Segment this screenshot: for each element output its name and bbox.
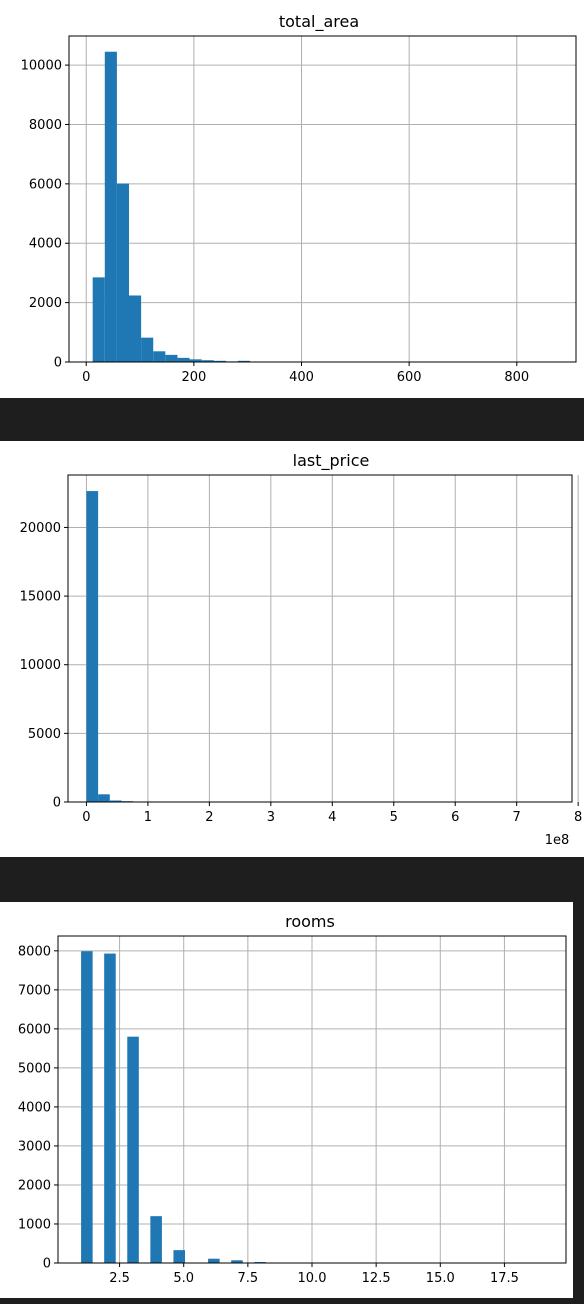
histogram-panel-total-area: total_area 0 200 400 600 800 0 2000 4000 6000 800… xyxy=(0,0,584,398)
histogram-bar xyxy=(173,1250,185,1263)
y-tick-label: 8000 xyxy=(29,118,62,133)
y-tick-label: 2000 xyxy=(18,1178,51,1193)
axis-offset-label: 1e8 xyxy=(545,833,570,848)
axes-frame xyxy=(68,35,577,363)
histogram-bar xyxy=(201,360,214,362)
x-tick-label: 1 xyxy=(144,810,152,825)
x-tick-label: 8 xyxy=(574,810,582,825)
x-tick-label: 12.5 xyxy=(362,1271,391,1286)
histogram-bar xyxy=(150,1216,162,1263)
y-tick-label: 4000 xyxy=(18,1100,51,1115)
histogram-bar xyxy=(116,183,130,362)
axes-frame xyxy=(67,474,573,803)
histogram-bar xyxy=(208,1258,220,1263)
histogram-bar xyxy=(98,794,110,802)
x-tick-label: 10.0 xyxy=(298,1271,327,1286)
y-tick-label: 6000 xyxy=(18,1022,51,1037)
histogram-last-price: last_price 1e8 0 1 2 3 4 5 6 7 8 0 5000 10000 15000 2… xyxy=(20,451,583,848)
x-tick-label: 800 xyxy=(504,370,529,385)
histogram-panel-rooms: rooms 2.5 5.0 7.5 10.0 12.5 15.0 17.5 0 1000 2000… xyxy=(0,902,573,1298)
chart-title: last_price xyxy=(293,451,370,471)
y-tick-label: 0 xyxy=(43,1257,51,1272)
x-tick-label: 17.5 xyxy=(490,1271,519,1286)
x-tick-label: 3 xyxy=(267,810,275,825)
x-tick-label: 5.0 xyxy=(173,1271,194,1286)
x-tick-label: 2 xyxy=(205,810,213,825)
y-tick-label: 6000 xyxy=(29,177,62,192)
x-tick-label: 600 xyxy=(397,370,422,385)
histogram-bar xyxy=(127,1036,139,1263)
y-tick-label: 2000 xyxy=(29,296,62,311)
y-tick-label: 10000 xyxy=(20,658,61,673)
x-tick-label: 400 xyxy=(289,370,314,385)
x-tick-label: 2.5 xyxy=(109,1271,130,1286)
histogram-bar xyxy=(129,295,142,362)
x-tick-label: 6 xyxy=(451,810,459,825)
histogram-bar xyxy=(231,1260,243,1263)
x-tick-label: 4 xyxy=(328,810,336,825)
x-tick-label: 200 xyxy=(181,370,206,385)
histogram-bar xyxy=(92,277,105,362)
y-tick-label: 15000 xyxy=(20,590,61,605)
histogram-rooms: rooms 2.5 5.0 7.5 10.0 12.5 15.0 17.5 0 1000 2000… xyxy=(18,912,567,1286)
histogram-bar xyxy=(165,354,178,362)
y-tick-label: 3000 xyxy=(18,1139,51,1154)
y-tick-label: 0 xyxy=(53,796,61,811)
y-tick-label: 5000 xyxy=(18,1061,51,1076)
plot-area: 2.5 5.0 7.5 10.0 12.5 15.0 17.5 0 1000 2000 3000 40… xyxy=(18,935,567,1286)
x-tick-label: 15.0 xyxy=(426,1271,455,1286)
histogram-panel-last-price: last_price 1e8 0 1 2 3 4 5 6 7 8 0 5000 10000 15000 2… xyxy=(0,441,584,857)
histogram-bar xyxy=(153,351,166,362)
y-tick-label: 8000 xyxy=(18,944,51,959)
histogram-bar xyxy=(213,360,226,362)
histogram-bar xyxy=(104,953,116,1263)
y-tick-label: 10000 xyxy=(21,59,62,74)
histogram-bar xyxy=(104,51,117,363)
histogram-bar xyxy=(86,491,99,802)
y-tick-label: 5000 xyxy=(28,727,61,742)
histogram-bar xyxy=(189,359,202,362)
x-tick-label: 0 xyxy=(82,810,90,825)
histogram-bar xyxy=(141,337,154,362)
y-tick-label: 20000 xyxy=(20,521,61,536)
histogram-bar xyxy=(109,800,122,802)
y-tick-label: 0 xyxy=(54,356,62,371)
chart-title: rooms xyxy=(285,912,335,931)
x-tick-label: 7.5 xyxy=(238,1271,259,1286)
x-tick-label: 0 xyxy=(82,370,90,385)
histogram-bar xyxy=(177,357,190,362)
histogram-bar xyxy=(81,951,93,1263)
y-tick-label: 1000 xyxy=(18,1217,51,1232)
x-tick-label: 5 xyxy=(390,810,398,825)
chart-title: total_area xyxy=(279,12,359,32)
histogram-total-area: total_area 0 200 400 600 8000200040006000800… xyxy=(21,12,577,385)
plot-area: 0 1 2 3 4 5 6 7 8 0 5000 10000 15000 20000 xyxy=(20,474,582,825)
histogram-bar xyxy=(238,360,251,362)
y-tick-label: 4000 xyxy=(29,237,62,252)
x-tick-label: 7 xyxy=(513,810,521,825)
y-tick-label: 7000 xyxy=(18,983,51,998)
